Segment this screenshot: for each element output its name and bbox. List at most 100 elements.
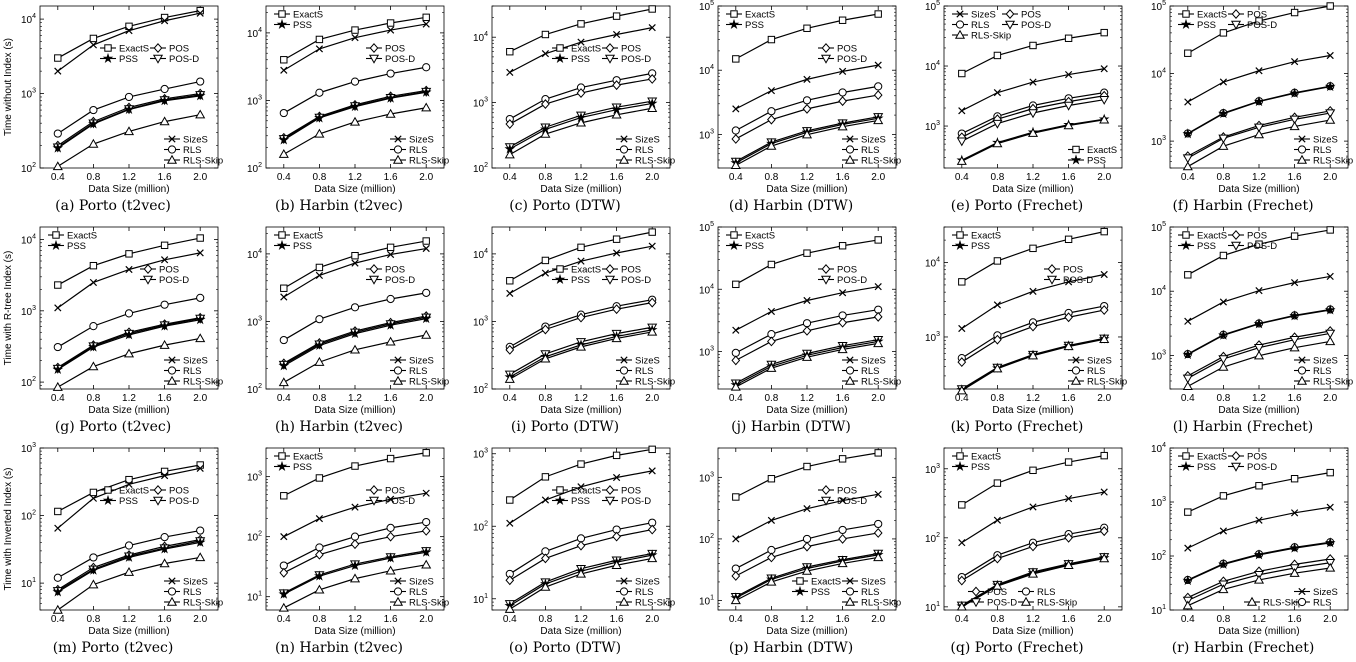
y-tick-exponent: 4 [710,64,714,71]
caption-k: (k) Porto (Frechet) [950,419,1084,435]
x-axis-label: Data Size (million) [766,184,847,195]
data-point-pos-d [1289,115,1300,125]
legend-label-rls: RLS [183,366,201,377]
data-point-exacts [732,493,740,501]
x-tick-label: 1.6 [1062,614,1076,625]
data-point-rls [874,519,883,529]
legend-marker-rls [393,366,403,375]
data-point-exacts [1290,232,1299,240]
chart-m: 101 102 103 0.4 0.8 1.2 1.6 2.0 Data Size (milli… [3,442,223,637]
legend-label-pos: POS [169,44,189,55]
data-point-pss [1182,349,1194,360]
legend-marker-pos [1005,9,1015,19]
data-point-rls-skip [873,338,884,348]
data-point-pss [314,339,325,351]
series-exacts [1184,468,1334,516]
series-rls [53,77,205,138]
caption-o: (o) Porto (DTW) [508,640,622,656]
x-tick-label: 1.2 [1252,614,1266,625]
x-tick-label: 0.8 [312,614,326,625]
y-tick-label: 103 [21,442,36,455]
chart-b: 102 103 104 0.4 0.8 1.2 1.6 2.0 Data Size (milli… [247,5,449,195]
legend-marker-pss [728,239,740,251]
series-sizes [54,249,204,312]
y-tick-label: 104 [1151,68,1166,81]
legend-label-rls-skip: RLS-Skip [1087,377,1127,388]
series-exacts [54,461,204,516]
series-pos-d [956,95,1110,147]
legend-label-exacts: ExactS [293,231,323,242]
legend-marker-exacts [730,10,738,18]
data-point-pos [647,524,657,535]
legend-marker-exacts [1072,145,1080,154]
legend-label-pss: PSS [971,241,990,252]
data-point-exacts [1255,17,1263,25]
x-tick-label: 2.0 [645,172,659,183]
data-point-sizes [1255,67,1263,75]
chart-j: 103 104 105 0.4 0.8 1.2 1.6 2.0 Data Size (milli… [699,221,901,416]
data-point-rls-skip [314,584,325,594]
legend-label-pos: POS [1247,452,1267,463]
series-rls [279,288,431,345]
legend-marker-pss [1180,239,1192,251]
data-point-rls [196,293,205,302]
data-point-sizes [767,87,776,95]
caption-h: (h) Harbin (t2vec) [274,419,404,435]
data-point-rls-skip [1099,334,1110,344]
data-point-sizes [838,67,847,75]
legend-marker-rls [845,366,855,375]
data-point-rls [124,541,134,550]
data-point-sizes [315,45,324,53]
data-point-rls-skip [1063,560,1074,569]
y-tick-exponent: 4 [936,257,940,264]
data-point-sizes [89,494,98,502]
x-tick-label: 1.6 [610,614,624,625]
series-pos-d [278,87,432,145]
data-point-sizes [1184,317,1192,325]
legend-marker-exacts [278,10,286,18]
series-pss [52,536,206,597]
series-exacts [958,227,1108,286]
data-point-exacts [1219,492,1228,500]
series-rls-skip [52,109,206,171]
data-point-pos [767,114,776,125]
data-point-pss [159,95,170,106]
data-point-pss [420,86,432,97]
data-point-exacts [767,35,776,44]
data-point-rls [802,534,812,544]
legend-label-rls-skip: RLS-Skip [971,31,1011,42]
y-tick-exponent: 2 [710,533,714,540]
legend-label-rls: RLS [1087,366,1105,377]
data-point-pss [1289,542,1300,553]
x-tick-label: 1.6 [158,614,172,625]
data-point-rls [731,126,740,135]
data-point-exacts [1290,475,1299,483]
series-sizes [958,270,1108,333]
y-tick-exponent: 2 [258,162,262,169]
x-tick-label: 1.2 [122,393,136,404]
legend-label-pos: POS [385,265,405,276]
legend-label-pos-d: POS-D [385,275,415,286]
data-point-rls-skip [1218,141,1229,150]
data-point-pos-d [1218,355,1229,365]
series-line-rls-skip [57,114,201,167]
data-point-pos [993,553,1002,564]
data-point-rls-skip [421,559,432,569]
data-point-pos [1028,541,1038,552]
data-point-exacts [958,501,966,509]
data-point-rls-skip [195,109,206,119]
legend-marker-sizes [168,135,176,143]
data-point-pos [1064,532,1073,543]
legend-marker-exacts [556,44,564,52]
x-tick-label: 0.8 [538,393,552,404]
data-point-rls-skip [314,128,325,138]
data-point-pos [731,355,741,366]
data-point-rls-skip [88,138,99,148]
data-point-exacts [125,22,133,31]
legend-label-exacts: ExactS [293,452,323,463]
data-point-pos [767,552,776,563]
series-pos [957,526,1109,586]
